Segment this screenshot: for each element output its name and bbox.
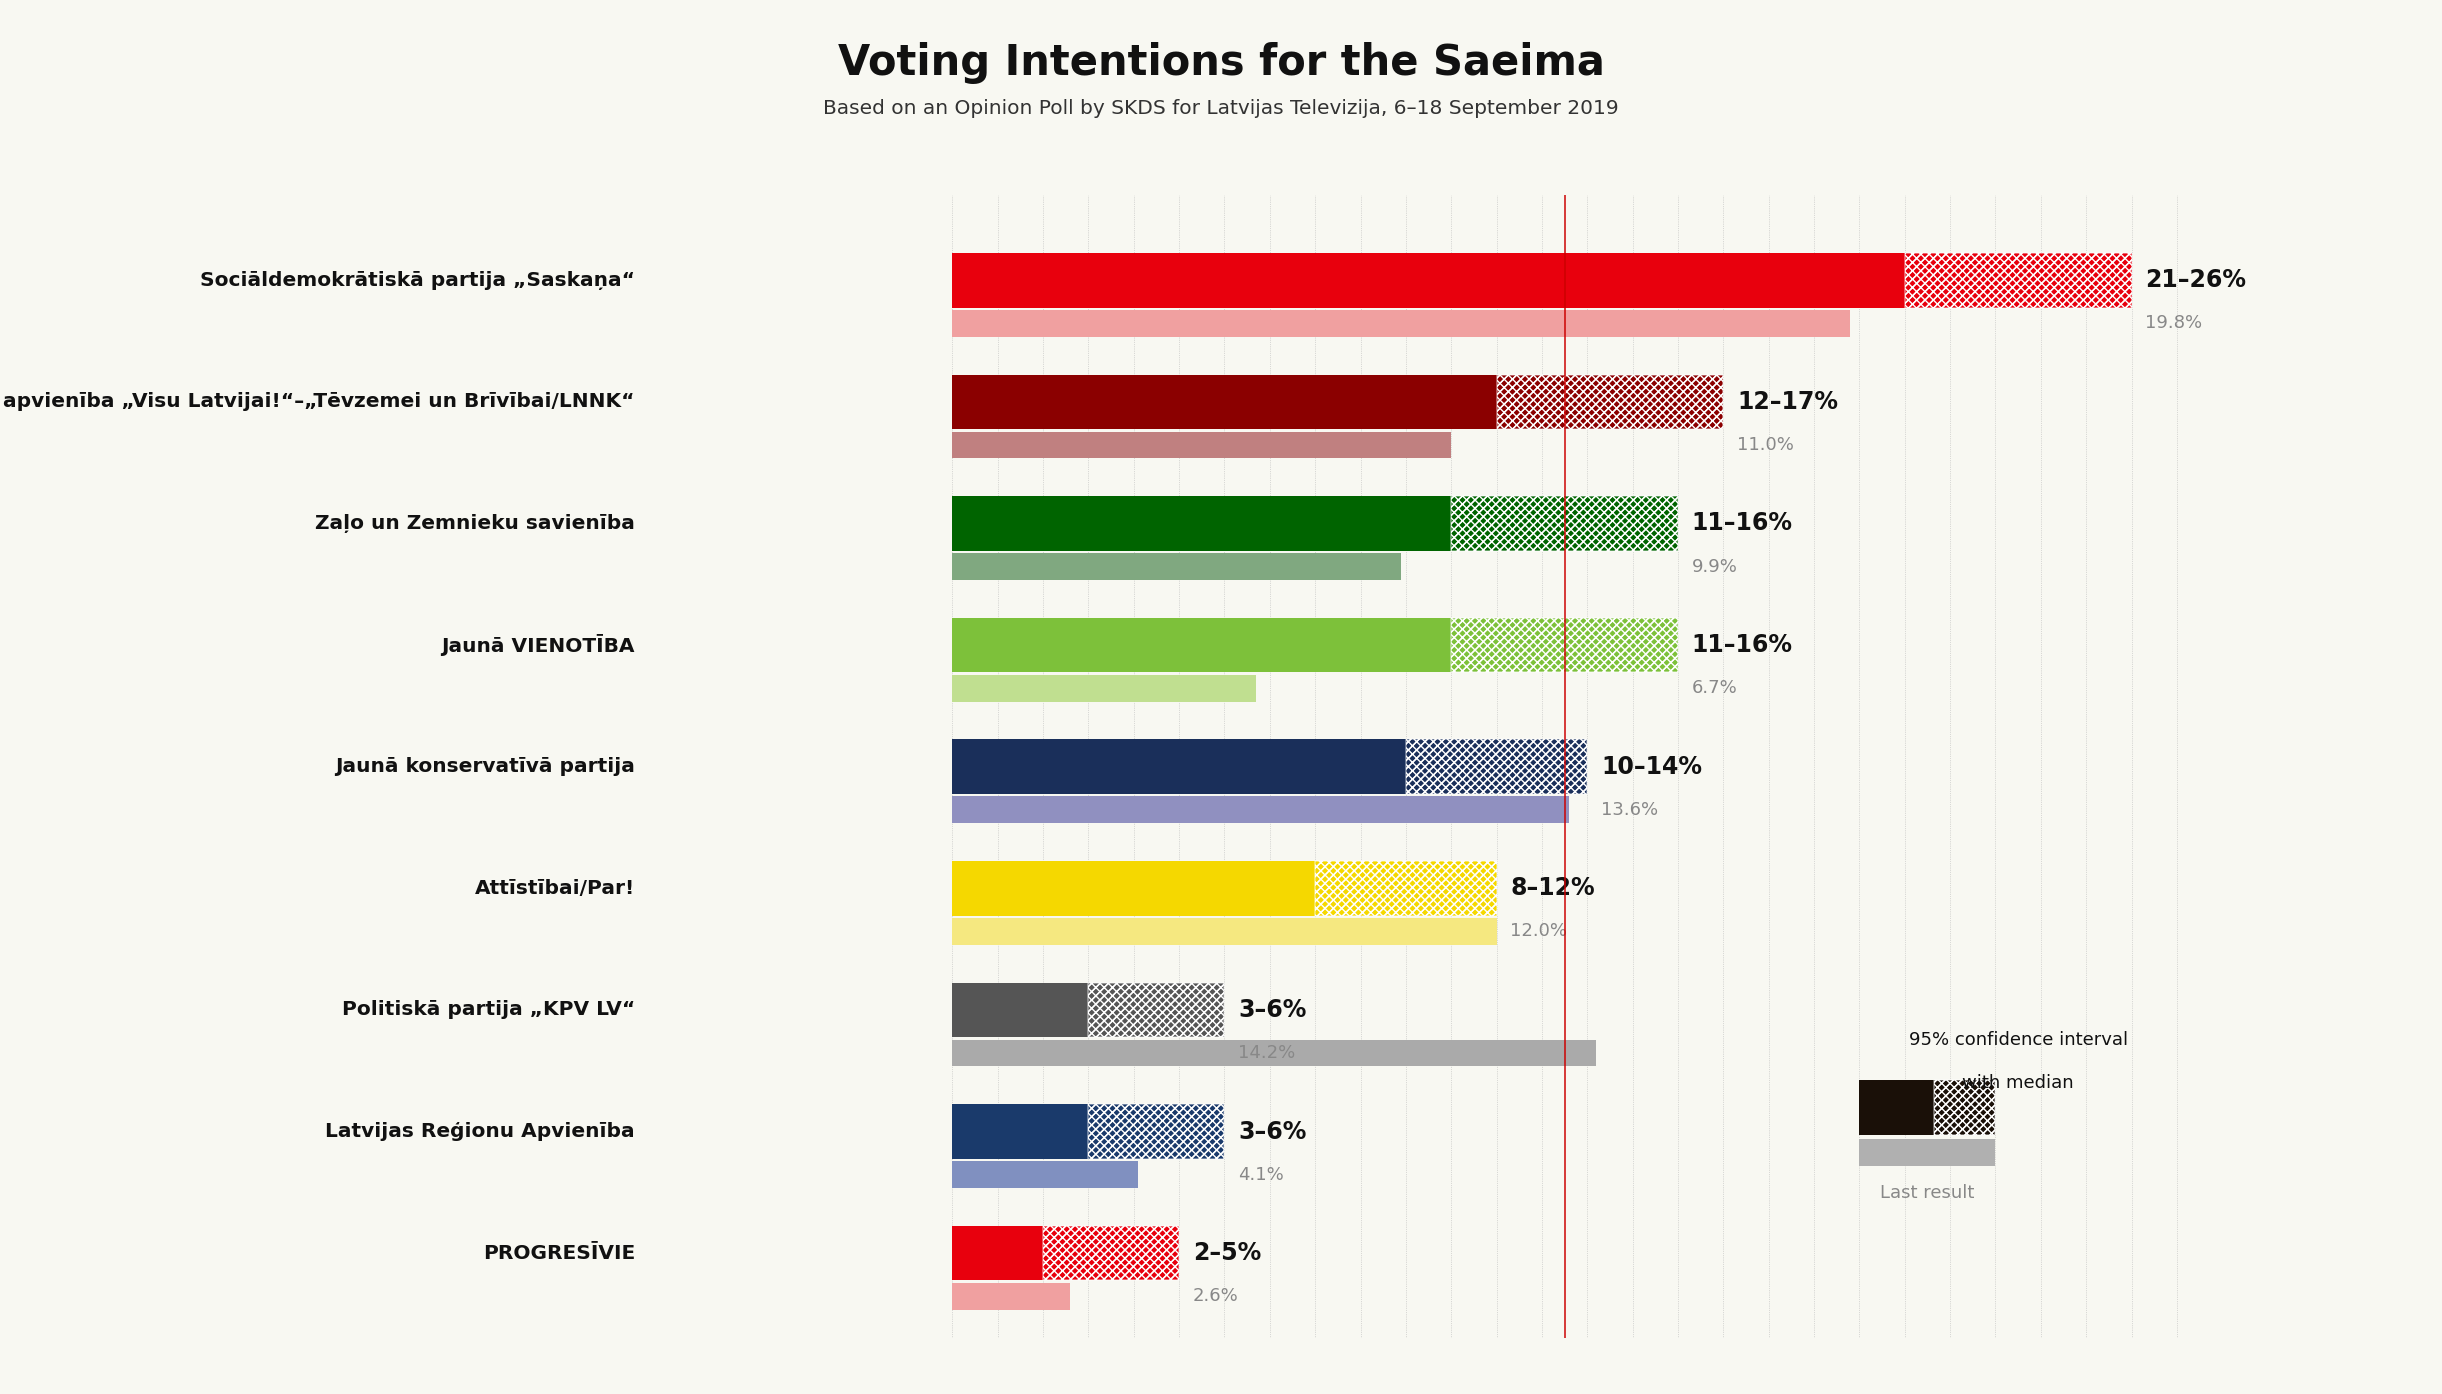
Bar (1089, 983, 1223, 1037)
Text: 11.0%: 11.0% (1736, 436, 1795, 454)
Bar (952, 375, 1497, 429)
Text: 2.6%: 2.6% (1192, 1287, 1238, 1305)
Bar (952, 1104, 1089, 1158)
Text: 3–6%: 3–6% (1238, 1119, 1306, 1143)
Bar (1089, 1104, 1223, 1158)
Bar (1451, 618, 1678, 672)
Text: Attīstībai/Par!: Attīstībai/Par! (474, 878, 635, 898)
Bar (1407, 739, 1587, 795)
Text: 11–16%: 11–16% (1692, 633, 1792, 657)
Bar (952, 796, 1570, 824)
Text: Last result: Last result (1880, 1184, 1976, 1202)
Bar (952, 1161, 1138, 1188)
Bar (952, 1225, 1043, 1281)
Text: Jaunā konservatīvā partija: Jaunā konservatīvā partija (335, 757, 635, 776)
Bar (952, 1282, 1070, 1310)
Bar (1497, 375, 1724, 429)
Bar (952, 739, 1407, 795)
Text: 11–16%: 11–16% (1692, 512, 1792, 535)
Bar (1043, 1225, 1179, 1281)
Bar (1089, 983, 1223, 1037)
Text: Nacionālā apvienība „Visu Latvijai!“–„Tēvzemei un Brīvībai/LNNK“: Nacionālā apvienība „Visu Latvijai!“–„Tē… (0, 392, 635, 411)
Bar (1905, 252, 2132, 308)
Bar (952, 309, 1851, 337)
Text: Latvijas Reģionu Apvienība: Latvijas Reģionu Apvienība (325, 1122, 635, 1142)
Bar (1407, 739, 1587, 795)
Bar (1858, 1080, 1934, 1135)
Bar (952, 496, 1451, 551)
Bar (1497, 375, 1724, 429)
Text: 6.7%: 6.7% (1692, 679, 1736, 697)
Bar (1934, 1080, 1995, 1135)
Bar (1934, 1080, 1995, 1135)
Text: 3–6%: 3–6% (1238, 998, 1306, 1022)
Bar (1089, 983, 1223, 1037)
Text: 4.1%: 4.1% (1238, 1165, 1284, 1184)
Bar (1043, 1225, 1179, 1281)
Text: Zaļo un Zemnieku savienība: Zaļo un Zemnieku savienība (315, 514, 635, 533)
Text: Voting Intentions for the Saeima: Voting Intentions for the Saeima (838, 42, 1604, 84)
Text: 12–17%: 12–17% (1736, 390, 1839, 414)
Bar (1451, 496, 1678, 551)
Text: 8–12%: 8–12% (1509, 877, 1595, 901)
Bar (1905, 252, 2132, 308)
Bar (1316, 861, 1497, 916)
Bar (1089, 1104, 1223, 1158)
Text: 95% confidence interval: 95% confidence interval (1910, 1032, 2127, 1050)
Bar (1043, 1225, 1179, 1281)
Bar (952, 1040, 1597, 1066)
Bar (1497, 375, 1724, 429)
Bar (952, 861, 1316, 916)
Bar (1316, 861, 1497, 916)
Bar (1451, 496, 1678, 551)
Text: Jaunā VIENOTĪBA: Jaunā VIENOTĪBA (442, 634, 635, 657)
Text: 12.0%: 12.0% (1509, 923, 1568, 941)
Bar (1451, 618, 1678, 672)
Bar (952, 919, 1497, 945)
Bar (1316, 861, 1497, 916)
Text: 9.9%: 9.9% (1692, 558, 1739, 576)
Text: with median: with median (1963, 1073, 2073, 1092)
Bar (952, 252, 1905, 308)
Text: 10–14%: 10–14% (1602, 754, 1702, 779)
Bar (1407, 739, 1587, 795)
Text: PROGRESĪVIE: PROGRESĪVIE (484, 1243, 635, 1263)
Text: 13.6%: 13.6% (1602, 802, 1658, 818)
Bar (1858, 1139, 1995, 1167)
Text: 21–26%: 21–26% (2144, 268, 2247, 293)
Bar (1451, 496, 1678, 551)
Text: Politiskā partija „KPV LV“: Politiskā partija „KPV LV“ (342, 1001, 635, 1019)
Text: 2–5%: 2–5% (1192, 1241, 1260, 1266)
Bar (952, 618, 1451, 672)
Text: Sociāldemokrātiskā partija „Saskaņa“: Sociāldemokrātiskā partija „Saskaņa“ (200, 270, 635, 290)
Text: 19.8%: 19.8% (2144, 315, 2203, 332)
Bar (1905, 252, 2132, 308)
Bar (952, 553, 1402, 580)
Text: 14.2%: 14.2% (1238, 1044, 1294, 1062)
Bar (952, 983, 1089, 1037)
Bar (1451, 618, 1678, 672)
Text: Based on an Opinion Poll by SKDS for Latvijas Televizija, 6–18 September 2019: Based on an Opinion Poll by SKDS for Lat… (823, 99, 1619, 118)
Bar (1089, 1104, 1223, 1158)
Bar (952, 432, 1451, 459)
Bar (952, 675, 1255, 701)
